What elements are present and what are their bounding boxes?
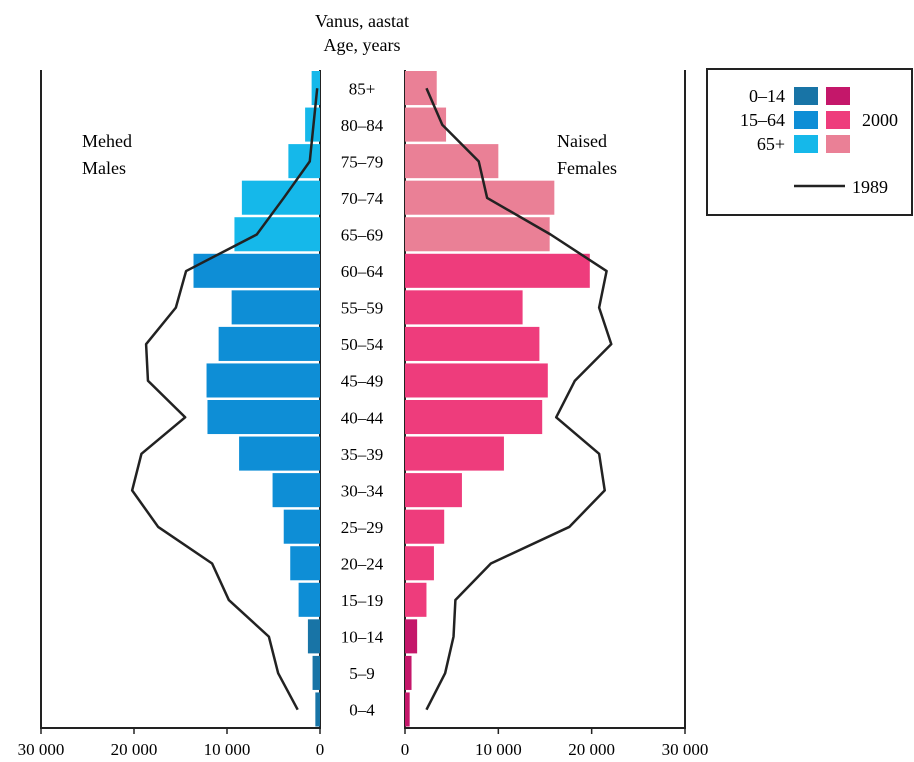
males-axes-frame	[40, 70, 321, 729]
females-label-line-1: Naised	[557, 131, 607, 151]
male-bar	[207, 400, 320, 435]
male-bar	[288, 144, 320, 179]
female-bar	[405, 107, 447, 142]
male-bar	[315, 692, 320, 727]
labels-group: 30 000 20 000 10 000 0 0 10 000 20 000 30 000 0–…	[18, 79, 709, 759]
age-group-label: 60–64	[341, 262, 384, 281]
legend-group-0-14: 0–14	[749, 86, 785, 106]
males-label-line-1: Mehed	[82, 131, 132, 151]
age-group-label: 75–79	[341, 152, 384, 171]
age-group-label: 55–59	[341, 299, 384, 318]
female-bar	[405, 326, 540, 361]
male-bar	[193, 253, 320, 288]
male-bar	[290, 546, 320, 581]
age-group-label: 70–74	[341, 189, 384, 208]
female-bar	[405, 144, 499, 179]
male-bar	[307, 619, 320, 654]
male-bar	[206, 363, 320, 398]
female-bar	[405, 290, 523, 325]
legend-swatch-male-15-64	[794, 111, 818, 129]
female-bar	[405, 253, 590, 288]
legend-group-15-64: 15–64	[740, 110, 785, 130]
age-group-label: 5–9	[349, 664, 375, 683]
age-group-label: 50–54	[341, 335, 384, 354]
male-bar	[312, 655, 320, 690]
female-bar	[405, 655, 412, 690]
age-group-label: 85+	[349, 79, 376, 98]
males-x-tick-label: 20 000	[111, 740, 158, 759]
male-bar	[231, 290, 320, 325]
male-bar	[241, 180, 320, 215]
legend-swatch-male-0-14	[794, 87, 818, 105]
male-bar	[239, 436, 320, 471]
age-group-label: 35–39	[341, 445, 384, 464]
age-group-label: 0–4	[349, 701, 375, 720]
lines-group	[130, 87, 613, 711]
males-x-tick-label: 0	[316, 740, 325, 759]
females-x-tick-label: 0	[401, 740, 410, 759]
age-group-label: 10–14	[341, 628, 384, 647]
age-group-label: 80–84	[341, 116, 384, 135]
female-bar	[405, 473, 462, 508]
female-bar	[405, 692, 410, 727]
females-label-line-2: Females	[557, 158, 617, 178]
age-group-label: 65–69	[341, 226, 384, 245]
legend-group-65plus: 65+	[757, 134, 785, 154]
female-bar	[405, 363, 548, 398]
males-label-line-2: Males	[82, 158, 126, 178]
females-x-tick-label: 20 000	[568, 740, 615, 759]
male-bar	[311, 71, 320, 106]
age-group-label: 30–34	[341, 481, 384, 500]
females-axes-frame	[404, 70, 686, 729]
females-x-tick-label: 30 000	[662, 740, 709, 759]
female-1989-line	[425, 87, 613, 711]
legend-year-line: 1989	[852, 177, 888, 197]
legend-swatch-male-65plus	[794, 135, 818, 153]
age-group-label: 25–29	[341, 518, 384, 537]
axes-group	[40, 70, 686, 734]
age-group-label: 15–19	[341, 591, 384, 610]
legend-swatch-female-15-64	[826, 111, 850, 129]
female-bar	[405, 180, 555, 215]
bars-group	[193, 71, 590, 727]
male-1989-line	[130, 88, 319, 711]
legend-frame	[706, 68, 913, 216]
age-group-label: 45–49	[341, 372, 384, 391]
male-bar	[218, 326, 320, 361]
legend: 0–14 15–64 65+ 2000 1989	[706, 68, 913, 216]
title-line-2: Age, years	[324, 35, 401, 55]
female-bar	[405, 509, 445, 544]
female-bar	[405, 217, 550, 252]
female-bar	[405, 582, 427, 617]
males-x-tick-label: 10 000	[204, 740, 251, 759]
male-bar	[272, 473, 320, 508]
legend-swatch-female-0-14	[826, 87, 850, 105]
female-bar	[405, 400, 543, 435]
age-group-label: 40–44	[341, 408, 384, 427]
male-bar	[234, 217, 320, 252]
females-x-tick-label: 10 000	[475, 740, 522, 759]
males-x-tick-label: 30 000	[18, 740, 65, 759]
age-group-label: 20–24	[341, 555, 384, 574]
legend-swatch-female-65plus	[826, 135, 850, 153]
legend-year-bars: 2000	[862, 110, 898, 130]
female-bar	[405, 436, 504, 471]
male-bar	[298, 582, 320, 617]
female-bar	[405, 546, 434, 581]
title-line-1: Vanus, aastat	[315, 11, 409, 31]
female-bar	[405, 619, 418, 654]
male-bar	[283, 509, 320, 544]
